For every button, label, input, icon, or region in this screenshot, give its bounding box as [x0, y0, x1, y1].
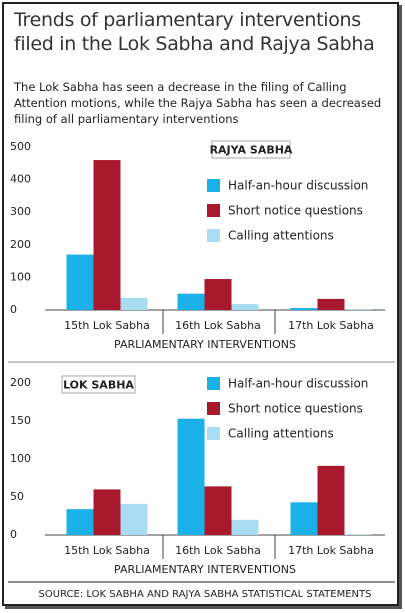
y-tick-label: 400 [10, 173, 31, 186]
bar [93, 160, 121, 310]
x-tick-label: 15th Lok Sabha [64, 544, 150, 557]
legend-label: Short notice questions [228, 204, 363, 218]
legend-swatch [207, 427, 220, 440]
legend-swatch [207, 377, 220, 390]
title: Trends of parliamentary interventions fi… [14, 9, 375, 55]
legend-swatch [207, 179, 220, 192]
x-axis-label: PARLIAMENTARY INTERVENTIONS [114, 563, 296, 576]
y-tick-label: 100 [10, 270, 31, 283]
x-tick-label: 15th Lok Sabha [64, 319, 150, 332]
y-tick-label: 0 [10, 303, 17, 316]
bar [204, 486, 232, 535]
legend-label: Half-an-hour discussion [228, 377, 368, 391]
legend-label: Calling attentions [228, 427, 334, 441]
chart-title: RAJYA SABHA [210, 144, 293, 157]
bar [120, 297, 148, 310]
bar [290, 308, 318, 310]
legend-label: Calling attentions [228, 229, 334, 243]
bar [93, 489, 121, 535]
y-tick-label: 200 [10, 238, 31, 251]
bar [66, 509, 94, 535]
y-tick-label: 200 [10, 376, 31, 389]
bar [317, 298, 345, 310]
y-tick-label: 500 [10, 140, 31, 153]
bar [231, 304, 259, 310]
bar [177, 293, 205, 310]
y-tick-label: 300 [10, 205, 31, 218]
source: SOURCE: LOK SABHA AND RAJYA SABHA STATIS… [39, 589, 372, 600]
frame [2, 2, 399, 606]
subtitle: The Lok Sabha has seen a decrease in the… [14, 80, 382, 126]
legend-swatch [207, 229, 220, 242]
bar [66, 254, 94, 310]
y-tick-label: 150 [10, 414, 31, 427]
bar [204, 279, 232, 310]
x-tick-label: 16th Lok Sabha [175, 544, 261, 557]
chart-title: LOK SABHA [63, 379, 134, 392]
legend-label: Half-an-hour discussion [228, 179, 368, 193]
bar [317, 465, 345, 535]
x-axis-label: PARLIAMENTARY INTERVENTIONS [114, 338, 296, 351]
chart-title-box [61, 375, 136, 394]
bar [120, 503, 148, 535]
bar [290, 502, 318, 535]
bar [231, 519, 259, 535]
y-tick-label: 0 [10, 528, 17, 541]
bar [344, 534, 372, 535]
legend-swatch [207, 402, 220, 415]
x-tick-label: 17th Lok Sabha [288, 544, 374, 557]
legend-label: Short notice questions [228, 402, 363, 416]
x-tick-label: 17th Lok Sabha [288, 319, 374, 332]
y-tick-label: 100 [10, 452, 31, 465]
bar [344, 309, 372, 310]
x-tick-label: 16th Lok Sabha [175, 319, 261, 332]
bar [177, 418, 205, 535]
chart-title-box [211, 140, 291, 159]
legend-swatch [207, 204, 220, 217]
y-tick-label: 50 [10, 490, 24, 503]
